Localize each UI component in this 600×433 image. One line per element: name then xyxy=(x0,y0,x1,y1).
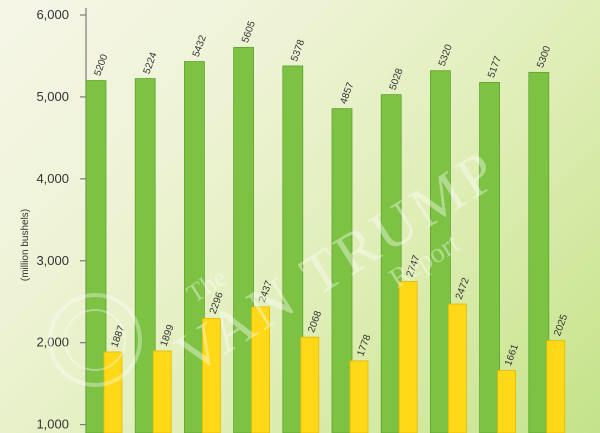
yellow-bar-label: 2068 xyxy=(306,309,324,334)
green-bar xyxy=(528,71,550,433)
yellow-bar xyxy=(546,340,566,433)
yellow-bar xyxy=(398,281,418,433)
green-bar xyxy=(429,70,451,433)
yellow-bar-label: 2025 xyxy=(552,313,570,338)
yellow-bar xyxy=(497,370,517,433)
yellow-bar-label: 1661 xyxy=(503,342,521,367)
green-bar xyxy=(479,82,501,433)
yellow-bar-label: 1778 xyxy=(355,333,373,358)
yellow-bar-label: 2472 xyxy=(454,276,472,301)
y-tick-label: 2,000 xyxy=(36,335,69,350)
y-tick-label: 3,000 xyxy=(36,253,69,268)
green-bar-label: 5605 xyxy=(240,19,258,44)
green-bar xyxy=(380,94,402,433)
yellow-bar xyxy=(251,306,271,433)
bars xyxy=(85,46,566,433)
y-axis-label: (million bushels) xyxy=(20,209,31,281)
green-bar-label: 5200 xyxy=(92,52,110,77)
green-bar-label: 5432 xyxy=(191,33,209,58)
yellow-bar-label: 1887 xyxy=(109,324,127,349)
yellow-bar-label: 2747 xyxy=(405,253,423,278)
yellow-bar xyxy=(103,351,123,433)
green-bar-label: 5378 xyxy=(289,38,307,63)
yellow-bar-label: 2296 xyxy=(208,290,226,315)
green-bar-label: 4857 xyxy=(338,81,356,106)
green-bar xyxy=(282,65,304,433)
green-bar-label: 5320 xyxy=(437,43,455,68)
green-bar xyxy=(331,108,353,433)
green-bar-label: 5300 xyxy=(535,44,553,69)
green-bar-label: 5177 xyxy=(486,54,504,79)
yellow-bar xyxy=(201,318,221,433)
green-bar-label: 5028 xyxy=(388,67,406,92)
y-tick-label: 5,000 xyxy=(36,89,69,104)
green-bar xyxy=(183,61,205,433)
green-bar xyxy=(134,78,156,433)
yellow-bar xyxy=(152,350,172,433)
yellow-bar xyxy=(447,303,467,433)
y-tick-label: 6,000 xyxy=(36,7,69,22)
green-bar xyxy=(85,80,107,433)
yellow-bar xyxy=(300,336,320,433)
yellow-bar-label: 1899 xyxy=(159,323,177,348)
y-tick-label: 4,000 xyxy=(36,171,69,186)
yellow-bar-label: 2437 xyxy=(257,279,275,304)
y-tick-label: 1,000 xyxy=(36,417,69,432)
green-bar xyxy=(233,46,255,433)
axes: 1,000 2,000 3,000 4,000 5,000 6,000 xyxy=(36,7,87,433)
yellow-bar xyxy=(349,360,369,433)
green-bar-label: 5224 xyxy=(142,51,160,76)
